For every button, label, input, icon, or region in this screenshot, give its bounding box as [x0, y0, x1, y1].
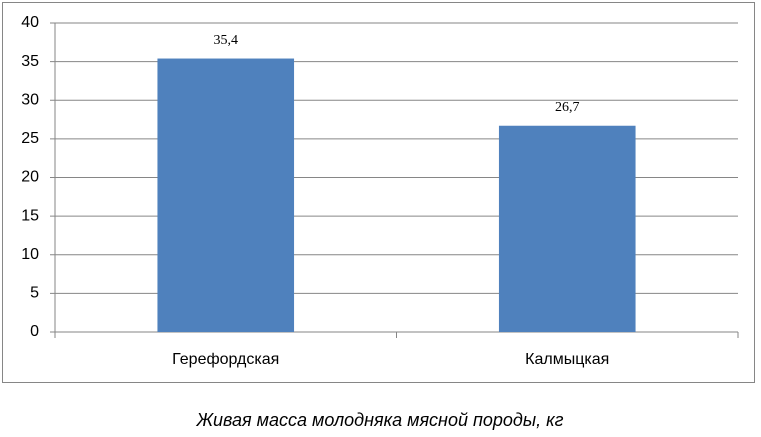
y-tick-label: 35: [21, 53, 39, 70]
y-tick-label: 25: [21, 130, 39, 147]
chart-border: [2, 2, 755, 383]
y-tick-label: 30: [21, 91, 39, 108]
y-tick-label: 0: [30, 323, 39, 340]
bar: [498, 125, 636, 333]
x-tick-label: Калмыцкая: [525, 351, 609, 368]
y-tick-label: 40: [21, 14, 39, 31]
value-label: 26,7: [555, 100, 580, 115]
x-tick-label: Герефордская: [172, 351, 279, 368]
y-tick-label: 15: [21, 207, 39, 224]
y-tick-label: 5: [30, 285, 39, 302]
value-label: 35,4: [214, 33, 239, 48]
y-tick-label: 20: [21, 169, 39, 186]
bar: [157, 58, 295, 332]
y-tick-label: 10: [21, 246, 39, 263]
chart-title: Живая масса молодняка мясной породы, кг: [196, 410, 564, 430]
